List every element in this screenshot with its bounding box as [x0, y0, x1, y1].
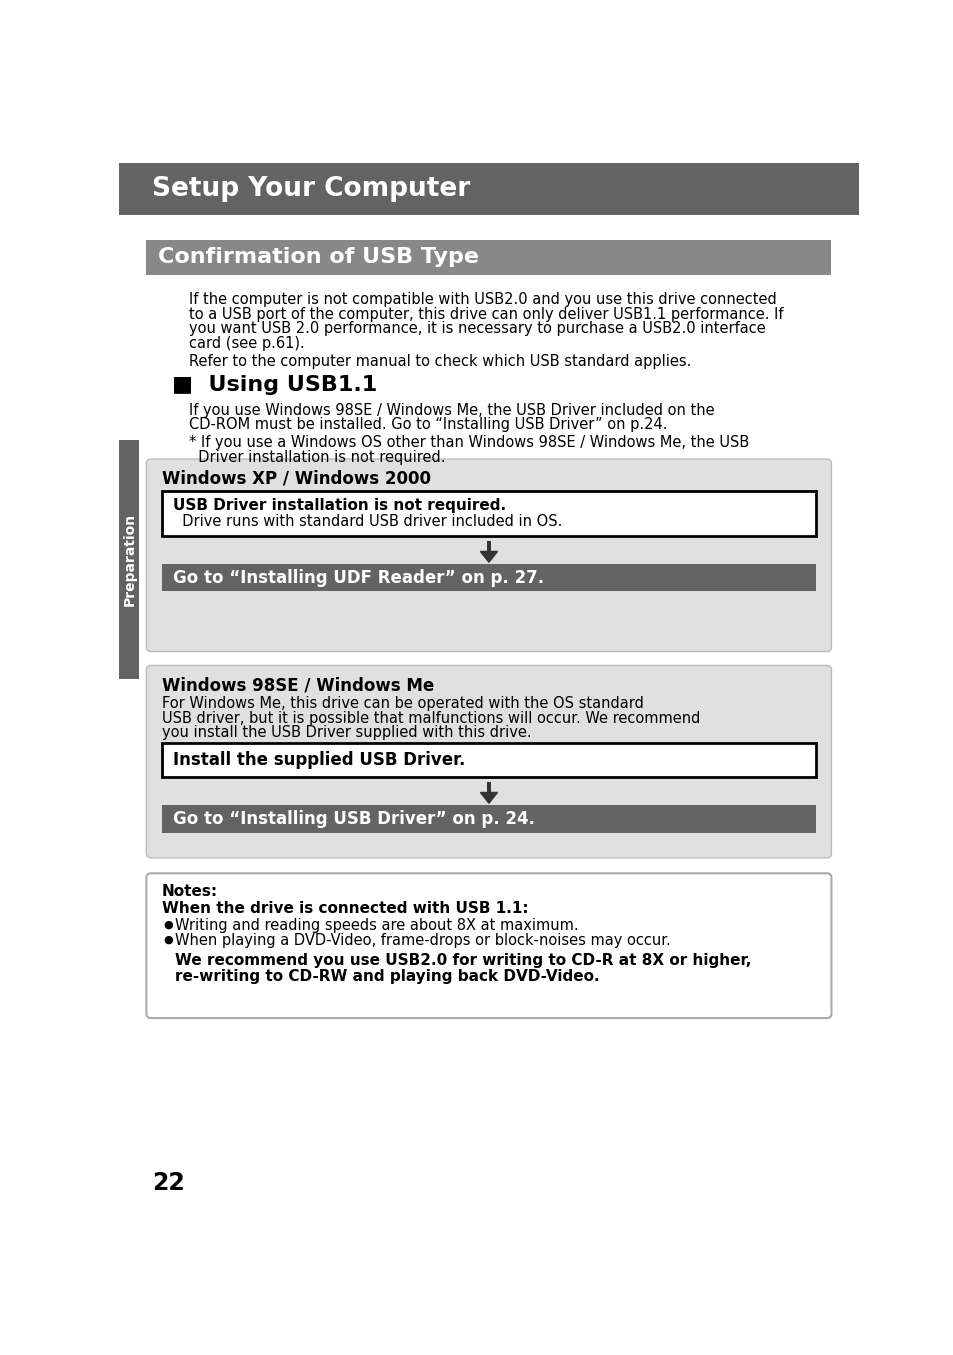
Text: Windows XP / Windows 2000: Windows XP / Windows 2000 [162, 470, 431, 488]
FancyBboxPatch shape [146, 874, 831, 1018]
Polygon shape [480, 551, 497, 562]
Bar [162, 743, 815, 776]
Bar [162, 492, 815, 537]
Text: Driver installation is not required.: Driver installation is not required. [189, 450, 445, 465]
Text: Preparation: Preparation [122, 512, 136, 606]
Text: Confirmation of USB Type: Confirmation of USB Type [158, 248, 478, 267]
Text: re-writing to CD-RW and playing back DVD-Video.: re-writing to CD-RW and playing back DVD… [174, 969, 599, 984]
Bar [162, 805, 815, 832]
Text: When the drive is connected with USB 1.1:: When the drive is connected with USB 1.1… [162, 901, 528, 916]
Text: you want USB 2.0 performance, it is necessary to purchase a USB2.0 interface: you want USB 2.0 performance, it is nece… [189, 321, 765, 336]
Bar [486, 541, 491, 551]
Bar [162, 564, 815, 592]
Text: Refer to the computer manual to check which USB standard applies.: Refer to the computer manual to check wh… [189, 354, 691, 369]
Bar [119, 440, 139, 679]
Text: Writing and reading speeds are about 8X at maximum.: Writing and reading speeds are about 8X … [174, 917, 578, 934]
Text: Notes:: Notes: [162, 883, 218, 900]
Bar [119, 163, 858, 215]
Text: to a USB port of the computer, this drive can only deliver USB1.1 performance. I: to a USB port of the computer, this driv… [189, 306, 782, 321]
FancyBboxPatch shape [146, 459, 831, 652]
Text: USB driver, but it is possible that malfunctions will occur. We recommend: USB driver, but it is possible that malf… [162, 711, 700, 726]
Text: When playing a DVD-Video, frame-drops or block-noises may occur.: When playing a DVD-Video, frame-drops or… [174, 934, 670, 948]
Text: If the computer is not compatible with USB2.0 and you use this drive connected: If the computer is not compatible with U… [189, 291, 776, 308]
Text: ■  Using USB1.1: ■ Using USB1.1 [172, 375, 376, 396]
Text: Drive runs with standard USB driver included in OS.: Drive runs with standard USB driver incl… [173, 515, 562, 530]
Bar [146, 240, 831, 275]
Text: USB Driver installation is not required.: USB Driver installation is not required. [173, 499, 506, 514]
Text: ●: ● [163, 935, 173, 944]
Text: Go to “Installing USB Driver” on p. 24.: Go to “Installing USB Driver” on p. 24. [173, 810, 535, 828]
Bar [486, 782, 491, 793]
Text: CD-ROM must be installed. Go to “Installing USB Driver” on p.24.: CD-ROM must be installed. Go to “Install… [189, 417, 667, 432]
Text: If you use Windows 98SE / Windows Me, the USB Driver included on the: If you use Windows 98SE / Windows Me, th… [189, 402, 714, 417]
Text: Setup Your Computer: Setup Your Computer [152, 176, 470, 202]
Text: We recommend you use USB2.0 for writing to CD-R at 8X or higher,: We recommend you use USB2.0 for writing … [174, 954, 751, 969]
Text: Windows 98SE / Windows Me: Windows 98SE / Windows Me [162, 676, 434, 694]
Text: ●: ● [163, 920, 173, 930]
Text: Install the supplied USB Driver.: Install the supplied USB Driver. [173, 751, 465, 770]
Text: 22: 22 [152, 1171, 184, 1195]
Text: For Windows Me, this drive can be operated with the OS standard: For Windows Me, this drive can be operat… [162, 696, 643, 711]
Polygon shape [480, 793, 497, 804]
Text: Go to “Installing UDF Reader” on p. 27.: Go to “Installing UDF Reader” on p. 27. [173, 569, 544, 587]
Text: card (see p.61).: card (see p.61). [189, 336, 304, 351]
Text: * If you use a Windows OS other than Windows 98SE / Windows Me, the USB: * If you use a Windows OS other than Win… [189, 435, 748, 450]
FancyBboxPatch shape [146, 665, 831, 858]
Text: you install the USB Driver supplied with this drive.: you install the USB Driver supplied with… [162, 725, 531, 740]
